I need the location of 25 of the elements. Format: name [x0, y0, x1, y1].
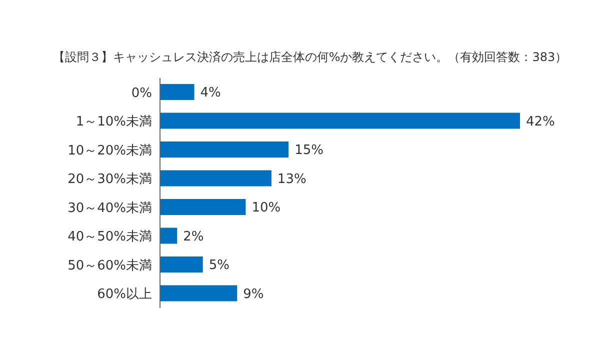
data-label: 2% [183, 229, 204, 244]
y-tick-label: 10～20%未満 [68, 143, 152, 158]
bar [160, 285, 238, 302]
data-label: 4% [200, 86, 221, 101]
y-tick-label: 1～10%未満 [76, 114, 152, 130]
y-tick-label: 50～60%未満 [68, 258, 152, 274]
y-tick-label: 60%以上 [97, 287, 152, 302]
bar [160, 256, 203, 272]
bar [160, 142, 289, 158]
data-label: 13% [277, 172, 306, 187]
y-tick-label: 20～30%未満 [68, 172, 152, 188]
y-tick-label: 30～40%未満 [68, 200, 152, 216]
chart-title: 【設問３】キャッシュレス決済の売上は店全体の何%か教えてください。（有効回答数：383） [52, 49, 568, 66]
bar [160, 228, 178, 244]
y-tick-label: 40～50%未満 [68, 230, 152, 245]
bar [160, 84, 194, 100]
bar [160, 199, 246, 215]
bar [160, 170, 272, 186]
data-label: 10% [252, 200, 281, 216]
data-label: 42% [526, 114, 555, 130]
data-label: 15% [294, 143, 324, 158]
y-tick-label: 0% [131, 86, 152, 101]
data-label: 5% [208, 258, 230, 274]
data-label: 9% [243, 286, 264, 302]
bar [160, 112, 520, 129]
